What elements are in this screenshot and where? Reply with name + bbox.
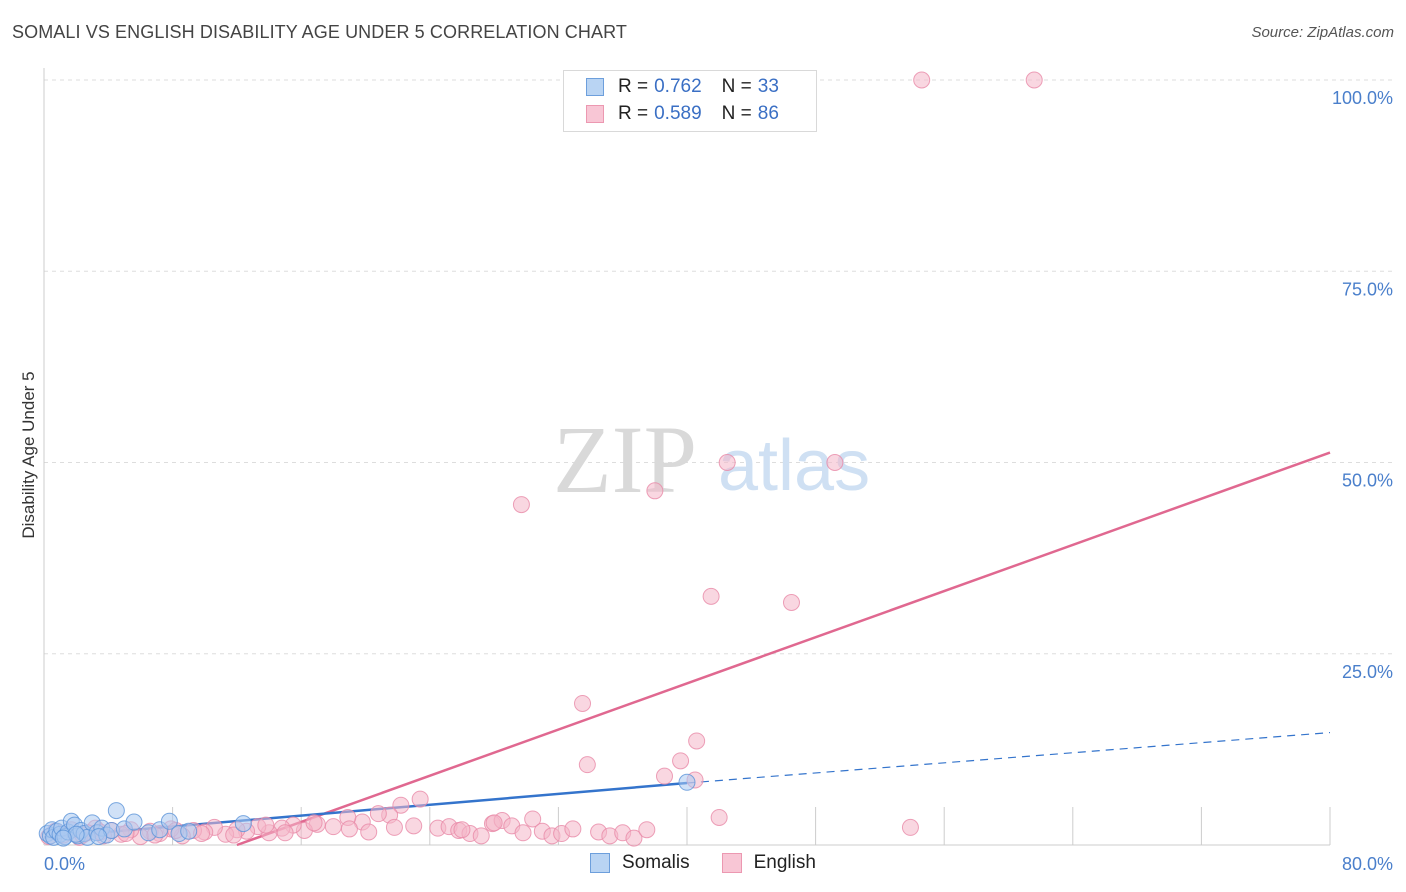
- point-english: [646, 482, 664, 500]
- point-somalis: [107, 802, 125, 820]
- series-label-somalis: Somalis: [622, 852, 690, 873]
- legend-row-english: R = 0.589 N = 86: [586, 102, 779, 126]
- point-english: [826, 454, 844, 471]
- series-swatch-somalis: [590, 853, 611, 873]
- point-english: [625, 829, 643, 847]
- point-somalis: [160, 812, 178, 830]
- point-english: [901, 818, 919, 836]
- series-legend: Somalis English: [0, 852, 1406, 874]
- point-english: [472, 827, 490, 845]
- point-english: [672, 752, 690, 770]
- legend-n-value: 86: [757, 103, 779, 124]
- point-english: [360, 823, 378, 841]
- point-english: [1025, 71, 1043, 89]
- x-tick-label: 80.0%: [1342, 854, 1393, 874]
- point-english: [638, 821, 656, 839]
- point-english: [276, 824, 294, 842]
- legend-swatch-somalis: [586, 78, 604, 96]
- series-swatch-english: [721, 853, 742, 873]
- point-somalis: [90, 828, 108, 846]
- trend-line-somalis-extension: [686, 731, 1331, 784]
- point-somalis: [678, 773, 696, 791]
- point-english: [710, 808, 728, 826]
- point-english: [512, 496, 530, 514]
- point-english: [385, 818, 403, 836]
- series-legend-somalis: Somalis: [590, 852, 690, 874]
- legend-r-label: R =: [618, 103, 649, 124]
- point-somalis: [180, 822, 198, 840]
- correlation-legend: R = 0.762 N = 33 R = 0.589 N = 86: [563, 70, 817, 132]
- data-points: [38, 71, 1043, 847]
- legend-row-somalis: R = 0.762 N = 33: [586, 75, 779, 99]
- legend-r-value: 0.589: [654, 103, 702, 124]
- point-english: [324, 818, 342, 836]
- point-english: [453, 821, 471, 839]
- point-english: [411, 790, 429, 808]
- watermark-atlas: atlas: [718, 426, 870, 506]
- point-english: [702, 587, 720, 605]
- point-english: [340, 820, 358, 838]
- legend-n-label: N =: [721, 76, 752, 97]
- point-english: [524, 810, 542, 828]
- y-axis-title: Disability Age Under 5: [19, 371, 38, 538]
- point-english: [655, 767, 673, 785]
- legend-r-value: 0.762: [654, 76, 702, 97]
- series-legend-english: English: [721, 852, 816, 874]
- point-somalis: [54, 829, 72, 847]
- legend-n-label: N =: [721, 103, 752, 124]
- series-label-english: English: [753, 852, 816, 873]
- point-somalis: [125, 813, 143, 831]
- point-english: [578, 756, 596, 774]
- point-english: [688, 732, 706, 750]
- point-english: [564, 820, 582, 838]
- point-english: [392, 796, 410, 814]
- point-english: [782, 593, 800, 611]
- gridlines: [43, 79, 1392, 845]
- tick-labels: 25.0% 50.0% 75.0% 100.0% 0.0% 80.0%: [44, 88, 1393, 874]
- point-english: [514, 824, 532, 842]
- point-english: [405, 817, 423, 835]
- watermark: ZIP atlas: [553, 406, 870, 513]
- point-english: [485, 814, 503, 832]
- point-english: [574, 694, 592, 712]
- point-english: [913, 71, 931, 89]
- y-tick-label: 50.0%: [1342, 471, 1393, 491]
- x-tick-label: 0.0%: [44, 854, 85, 874]
- y-tick-label: 100.0%: [1332, 88, 1393, 108]
- point-english: [369, 805, 387, 823]
- y-tick-label: 75.0%: [1342, 279, 1393, 299]
- legend-r-label: R =: [618, 76, 649, 97]
- point-somalis: [234, 815, 252, 833]
- legend-swatch-english: [586, 105, 604, 123]
- watermark-zip: ZIP: [553, 406, 697, 513]
- y-tick-label: 25.0%: [1342, 662, 1393, 682]
- point-english: [305, 814, 323, 832]
- chart-title: SOMALI VS ENGLISH DISABILITY AGE UNDER 5…: [12, 22, 627, 42]
- trend-line-english: [236, 451, 1331, 847]
- point-english: [718, 454, 736, 471]
- point-english: [257, 816, 275, 834]
- source-label: Source: ZipAtlas.com: [1251, 24, 1394, 41]
- axes: [43, 68, 1330, 846]
- point-english: [225, 826, 243, 844]
- legend-n-value: 33: [757, 76, 779, 97]
